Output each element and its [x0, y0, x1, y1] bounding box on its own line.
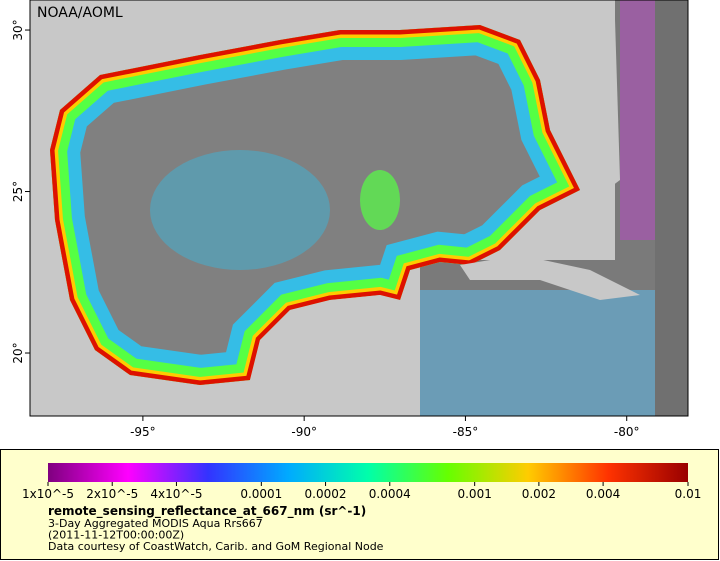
colorbar-tick-label: 0.002 [522, 487, 556, 501]
colorbar-tick-label: 0.01 [675, 487, 702, 501]
atlantic-reflectance [620, 0, 655, 240]
colorbar-tick-label: 4x10^-5 [150, 487, 202, 501]
colorbar-tick-label: 1x10^-5 [22, 487, 74, 501]
map-frame [29, 0, 689, 417]
colorbar-tick-label: 2x10^-5 [86, 487, 138, 501]
y-tick-label: 20° [11, 342, 25, 363]
coastal-reflectance [50, 25, 580, 385]
legend-line: (2011-11-12T00:00:00Z) [48, 529, 184, 542]
caribbean-reflectance [420, 290, 660, 416]
atlantic [615, 0, 660, 260]
florida [540, 20, 620, 195]
no-data [655, 0, 688, 416]
x-tick-label: -80° [614, 425, 640, 439]
cuba [460, 255, 640, 300]
colorbar-tick-label: 0.0004 [369, 487, 411, 501]
legend-line: Data courtesy of CoastWatch, Carib. and … [48, 540, 384, 553]
colorbar-tick-label: 0.0001 [240, 487, 282, 501]
y-tick-label: 25° [11, 181, 25, 202]
x-tick-label: -85° [453, 425, 479, 439]
map-area [30, 0, 688, 416]
y-tick-label: 30° [11, 19, 25, 40]
colorbar-tick-label: 0.004 [586, 487, 620, 501]
map-title: NOAA/AOML [37, 5, 123, 21]
legend-line: 3-Day Aggregated MODIS Aqua Rrs667 [48, 517, 263, 530]
legend-variable: remote_sensing_reflectance_at_667_nm (sr… [48, 504, 366, 519]
x-tick-label: -95° [130, 425, 156, 439]
colorbar-tick-label: 0.0002 [305, 487, 347, 501]
x-tick-label: -90° [291, 425, 317, 439]
colorbar-tick-label: 0.001 [457, 487, 491, 501]
colorbar [48, 463, 688, 482]
yucatan [250, 295, 410, 416]
